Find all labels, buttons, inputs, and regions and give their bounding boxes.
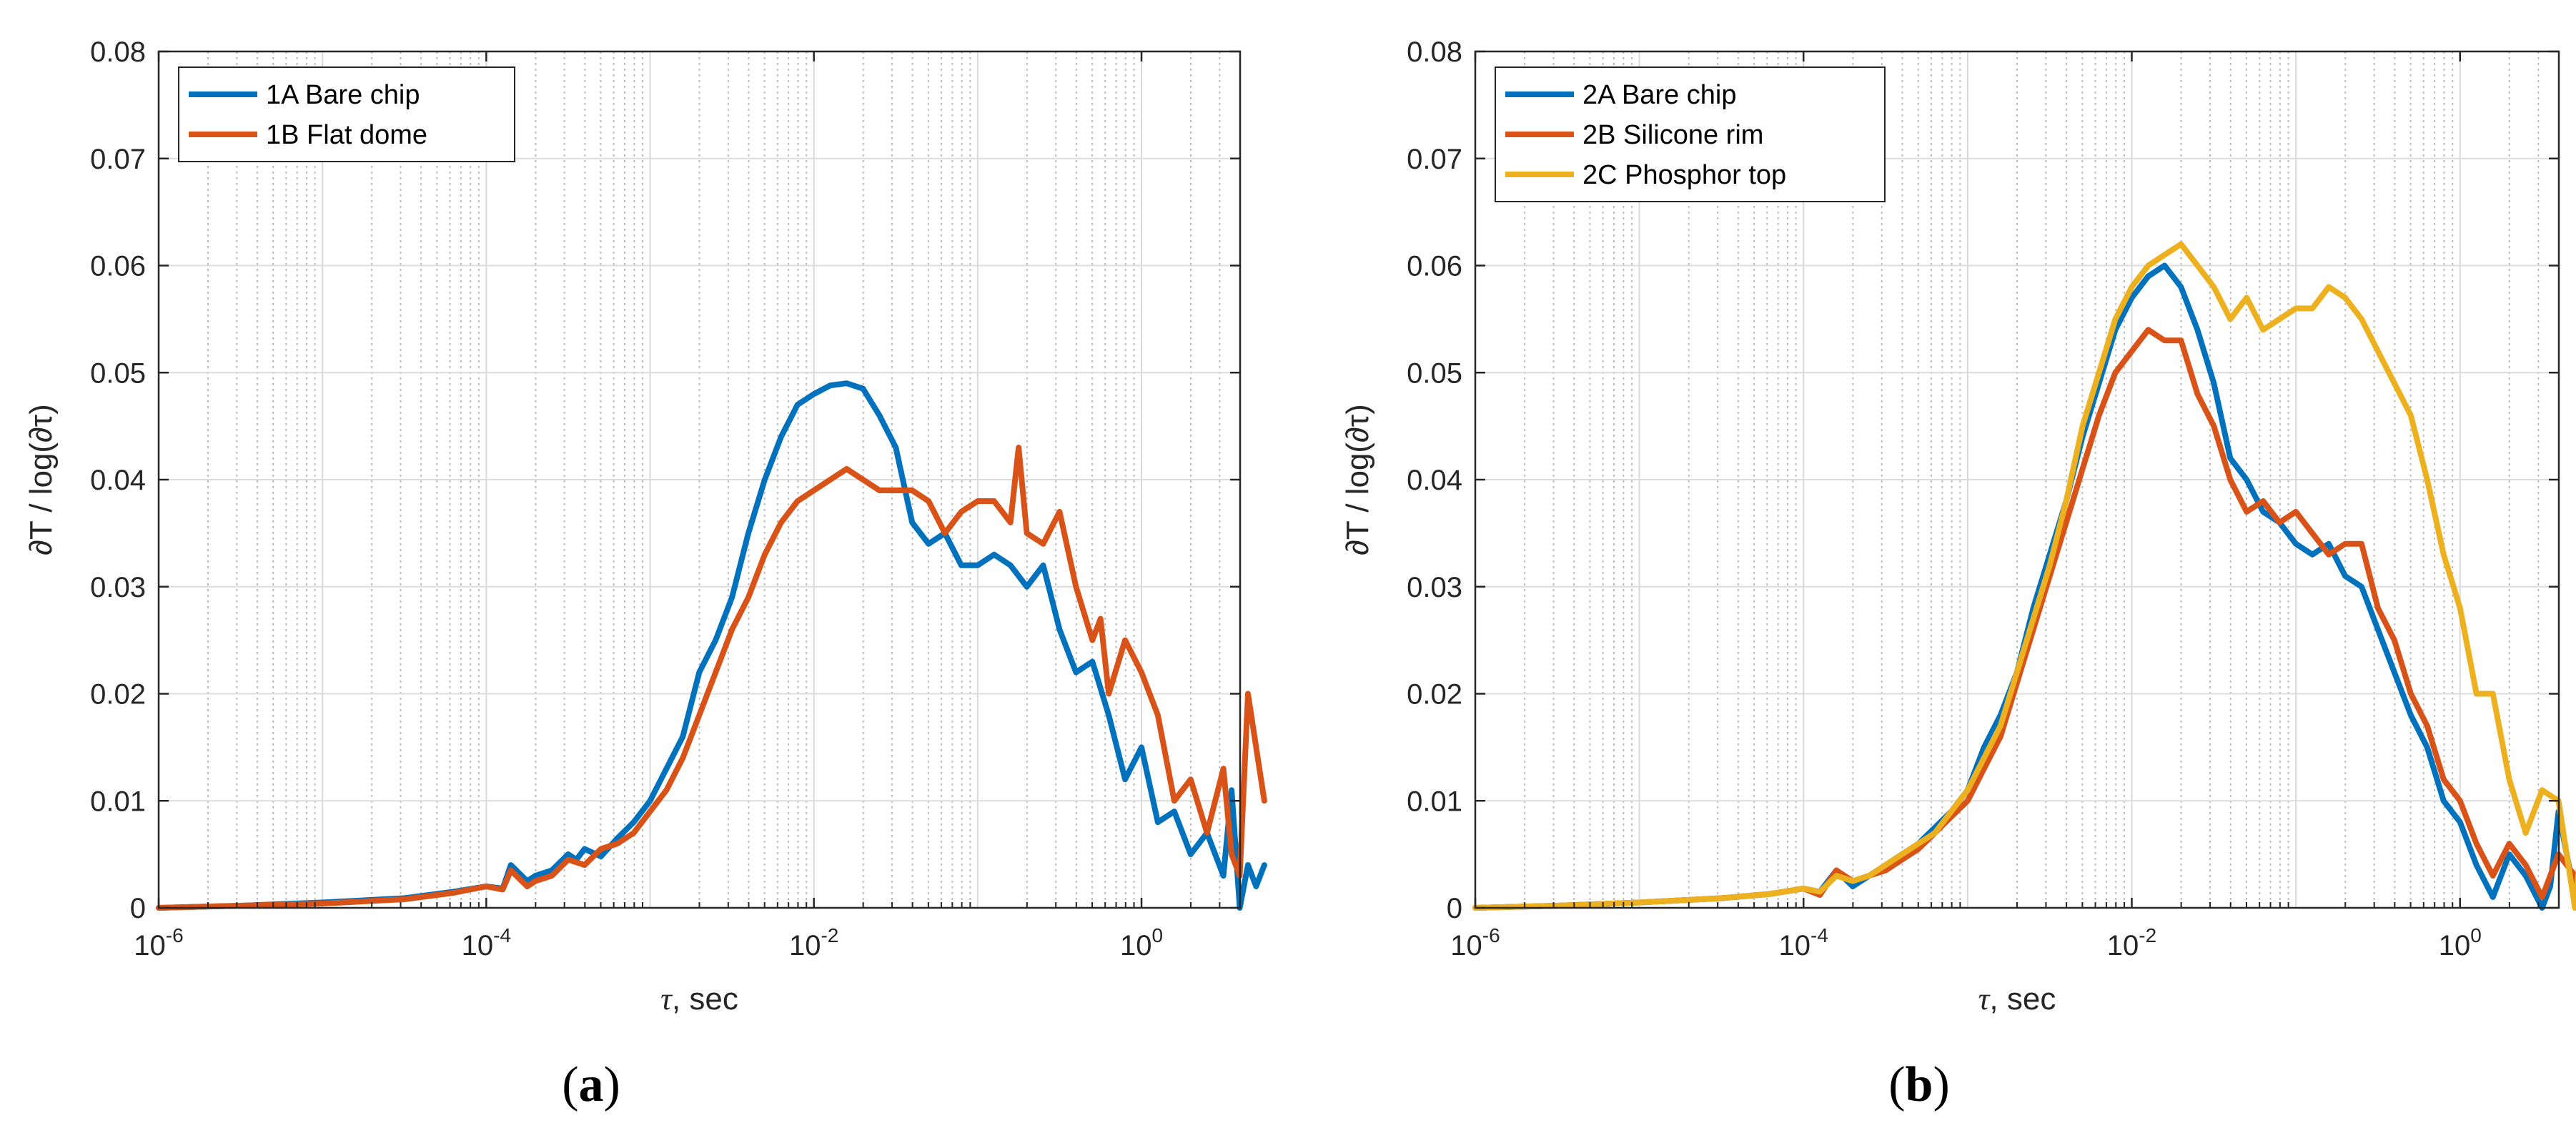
legend-entry-1: 1A Bare chip [266,80,420,110]
x-axis-unit: , sec [672,981,738,1016]
x-tick-exponent: 0 [1151,924,1163,946]
y-tick-label: 0 [1447,893,1462,924]
x-tick-label: 10-2 [2107,924,2156,961]
x-tick-label: 10-6 [134,924,183,961]
y-axis-label: ∂T / log(∂τ) [24,404,59,555]
panel-letter: b [1906,1057,1933,1112]
y-tick-label: 0.06 [1407,251,1462,282]
x-tick-base: 10 [134,930,166,961]
x-tick-label: 10-6 [1450,924,1500,961]
y-tick-label: 0.04 [1407,465,1462,496]
x-tick-exponent: 0 [2470,924,2482,946]
x-tick-label: 100 [1120,924,1163,961]
y-tick-label: 0.08 [90,36,146,68]
x-tick-exponent: -2 [821,924,838,946]
x-tick-base: 10 [789,930,821,961]
x-tick-label: 10-4 [1779,924,1828,961]
y-tick-label: 0.03 [1407,572,1462,603]
x-tick-exponent: -4 [1810,924,1828,946]
panel-label: (a) [562,1057,620,1112]
legend-entry-3: 2C Phosphor top [1582,160,1786,190]
x-tick-label: 10-4 [462,924,511,961]
series-line-1 [156,380,1267,911]
x-tick-base: 10 [462,930,494,961]
x-tick-exponent: -6 [1482,924,1500,946]
y-tick-label: 0.03 [90,572,146,603]
series-line-2 [156,445,1267,911]
legend-entry-1: 2A Bare chip [1582,80,1736,110]
panel-letter: a [579,1057,604,1112]
legend: 2A Bare chip 2B Silicone rim 2C Phosphor t… [1495,66,1886,202]
y-tick-label: 0.01 [1407,786,1462,817]
legend-box [178,66,515,162]
x-axis-label: τ, sec [660,981,738,1016]
panel-paren-close: ) [1933,1057,1949,1112]
y-tick-label: 0.02 [90,679,146,711]
x-tick-base: 10 [1450,930,1482,961]
y-tick-label: 0.05 [90,357,146,389]
x-tick-exponent: -4 [493,924,511,946]
x-tick-base: 10 [1120,930,1152,961]
legend-entry-2: 2B Silicone rim [1582,120,1763,150]
panel-paren-open: ( [562,1057,578,1112]
x-tick-base: 10 [1779,930,1811,961]
panel-paren-open: ( [1888,1057,1905,1112]
y-axis-label: ∂T / log(∂τ) [1340,404,1375,555]
y-tick-label: 0.01 [90,786,146,817]
x-tick-label: 100 [2439,924,2482,961]
panel-label: (b) [1888,1057,1950,1112]
y-tick-label: 0 [130,893,146,924]
series-line-3 [1472,241,2576,911]
y-tick-label: 0.08 [1407,36,1462,68]
legend-entry-2: 1B Flat dome [266,120,427,150]
x-axis-label: τ, sec [1978,981,2056,1016]
x-axis-symbol: τ [1978,981,1991,1016]
y-tick-label: 0.02 [1407,679,1462,711]
y-tick-label: 0.07 [1407,144,1462,175]
x-tick-label: 10-2 [789,924,838,961]
panel-paren-close: ) [604,1057,620,1112]
y-tick-label: 0.06 [90,251,146,282]
y-tick-label: 0.05 [1407,357,1462,389]
y-tick-label: 0.07 [90,144,146,175]
x-tick-exponent: -2 [2139,924,2156,946]
x-tick-base: 10 [2439,930,2471,961]
x-tick-base: 10 [2107,930,2139,961]
x-axis-symbol: τ [660,981,673,1016]
y-tick-label: 0.04 [90,465,146,496]
legend: 1A Bare chip 1B Flat dome [178,66,515,162]
x-axis-unit: , sec [1989,981,2056,1016]
x-tick-exponent: -6 [166,924,184,946]
